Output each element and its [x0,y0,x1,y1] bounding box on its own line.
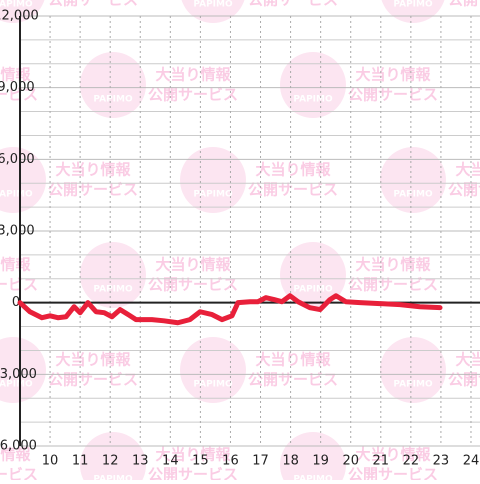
watermark-logo: PAPIMO [0,0,33,10]
watermark-logo: PAPIMO [93,475,133,481]
watermark-logo: PAPIMO [193,380,233,390]
x-tick-label: 18 [282,454,299,469]
watermark-text: 大当り情報 [455,351,480,369]
y-tick-label: 3,000 [0,224,35,239]
y-tick-label: 6,000 [0,152,35,167]
watermark-circle [0,147,46,213]
watermark-text: 公開サービス [448,371,480,389]
watermark-logo: PAPIMO [293,285,333,295]
watermark-logo: PAPIMO [0,380,33,390]
watermark-circle [0,337,46,403]
watermark-logo: PAPIMO [393,190,433,200]
watermark-text: 大当り情報 [255,161,331,179]
x-tick-label: 14 [162,454,179,469]
watermark-circle [80,432,146,484]
watermark-text: 公開サービス [248,0,338,9]
watermark-text: 大当り情報 [155,256,231,274]
watermark-circle [181,0,245,23]
watermark-circle [280,52,346,118]
watermark-text: 公開サービス [348,466,438,481]
watermark-text: 大当り情報 [0,446,31,464]
x-tick-label: 20 [342,454,359,469]
watermark-text: 公開サービス [48,181,138,199]
watermark-text: 大当り情報 [0,256,31,274]
watermark-logo: PAPIMO [0,190,33,200]
watermark-text: 大当り情報 [155,446,231,464]
watermark-text: 公開サービス [0,466,38,481]
watermark-logo: PAPIMO [293,95,333,105]
watermark-text: 大当り情報 [55,351,131,369]
watermark-text: 大当り情報 [0,66,31,84]
watermark-text: 公開サービス [448,181,480,199]
x-tick-label: 21 [373,454,390,469]
watermark-circle [80,52,146,118]
x-tick-label: 24 [463,454,480,469]
x-tick-label: 12 [102,454,119,469]
data-line [17,293,443,326]
watermark-logo: PAPIMO [193,190,233,200]
watermark-circle [280,242,346,308]
watermark-text: 公開サービス [148,86,238,104]
watermark-text: 公開サービス [48,371,138,389]
watermark-circle [380,147,446,213]
y-tick-label: 0 [12,295,20,310]
watermark-circle [280,432,346,484]
watermark-text: 大当り情報 [455,161,480,179]
watermark-text: 公開サービス [448,0,480,9]
watermark-logo: PAPIMO [93,95,133,105]
watermark-circle [381,0,445,23]
watermark-text: 公開サービス [348,276,438,294]
watermark-text: 大当り情報 [255,351,331,369]
watermark-circle [180,147,246,213]
watermark-circle [0,0,45,23]
watermark-logo: PAPIMO [393,0,433,10]
watermark-text: 公開サービス [248,181,338,199]
x-tick-label: 10 [42,454,59,469]
watermark-circle [180,337,246,403]
watermark-circle [80,242,146,308]
x-tick-label: 23 [433,454,450,469]
y-tick-label: -3,000 [0,367,37,382]
x-tick-label: 16 [222,454,239,469]
watermark-text: 大当り情報 [155,66,231,84]
x-tick-label: 17 [252,454,269,469]
watermark-text: 公開サービス [248,371,338,389]
x-tick-label: 11 [72,454,89,469]
y-tick-label: 9,000 [0,80,35,95]
watermark-logo: PAPIMO [293,475,333,481]
y-tick-label: -6,000 [0,439,37,454]
watermark-text: 大当り情報 [355,66,431,84]
watermark-logo: PAPIMO [93,285,133,295]
watermark-text: 公開サービス [348,86,438,104]
watermark-text: 大当り情報 [355,256,431,274]
x-tick-label: 22 [403,454,420,469]
watermark-text: 大当り情報 [355,446,431,464]
watermark-logo: PAPIMO [193,0,233,10]
x-tick-label: 13 [132,454,149,469]
x-tick-label: 19 [312,454,329,469]
watermark-circle [380,337,446,403]
watermark-text: 大当り情報 [55,161,131,179]
watermark-logo: PAPIMO [393,380,433,390]
watermark-text: 公開サービス [148,466,238,481]
watermark-text: 公開サービス [148,276,238,294]
x-tick-label: 15 [192,454,209,469]
watermark-text: 公開サービス [48,0,138,9]
